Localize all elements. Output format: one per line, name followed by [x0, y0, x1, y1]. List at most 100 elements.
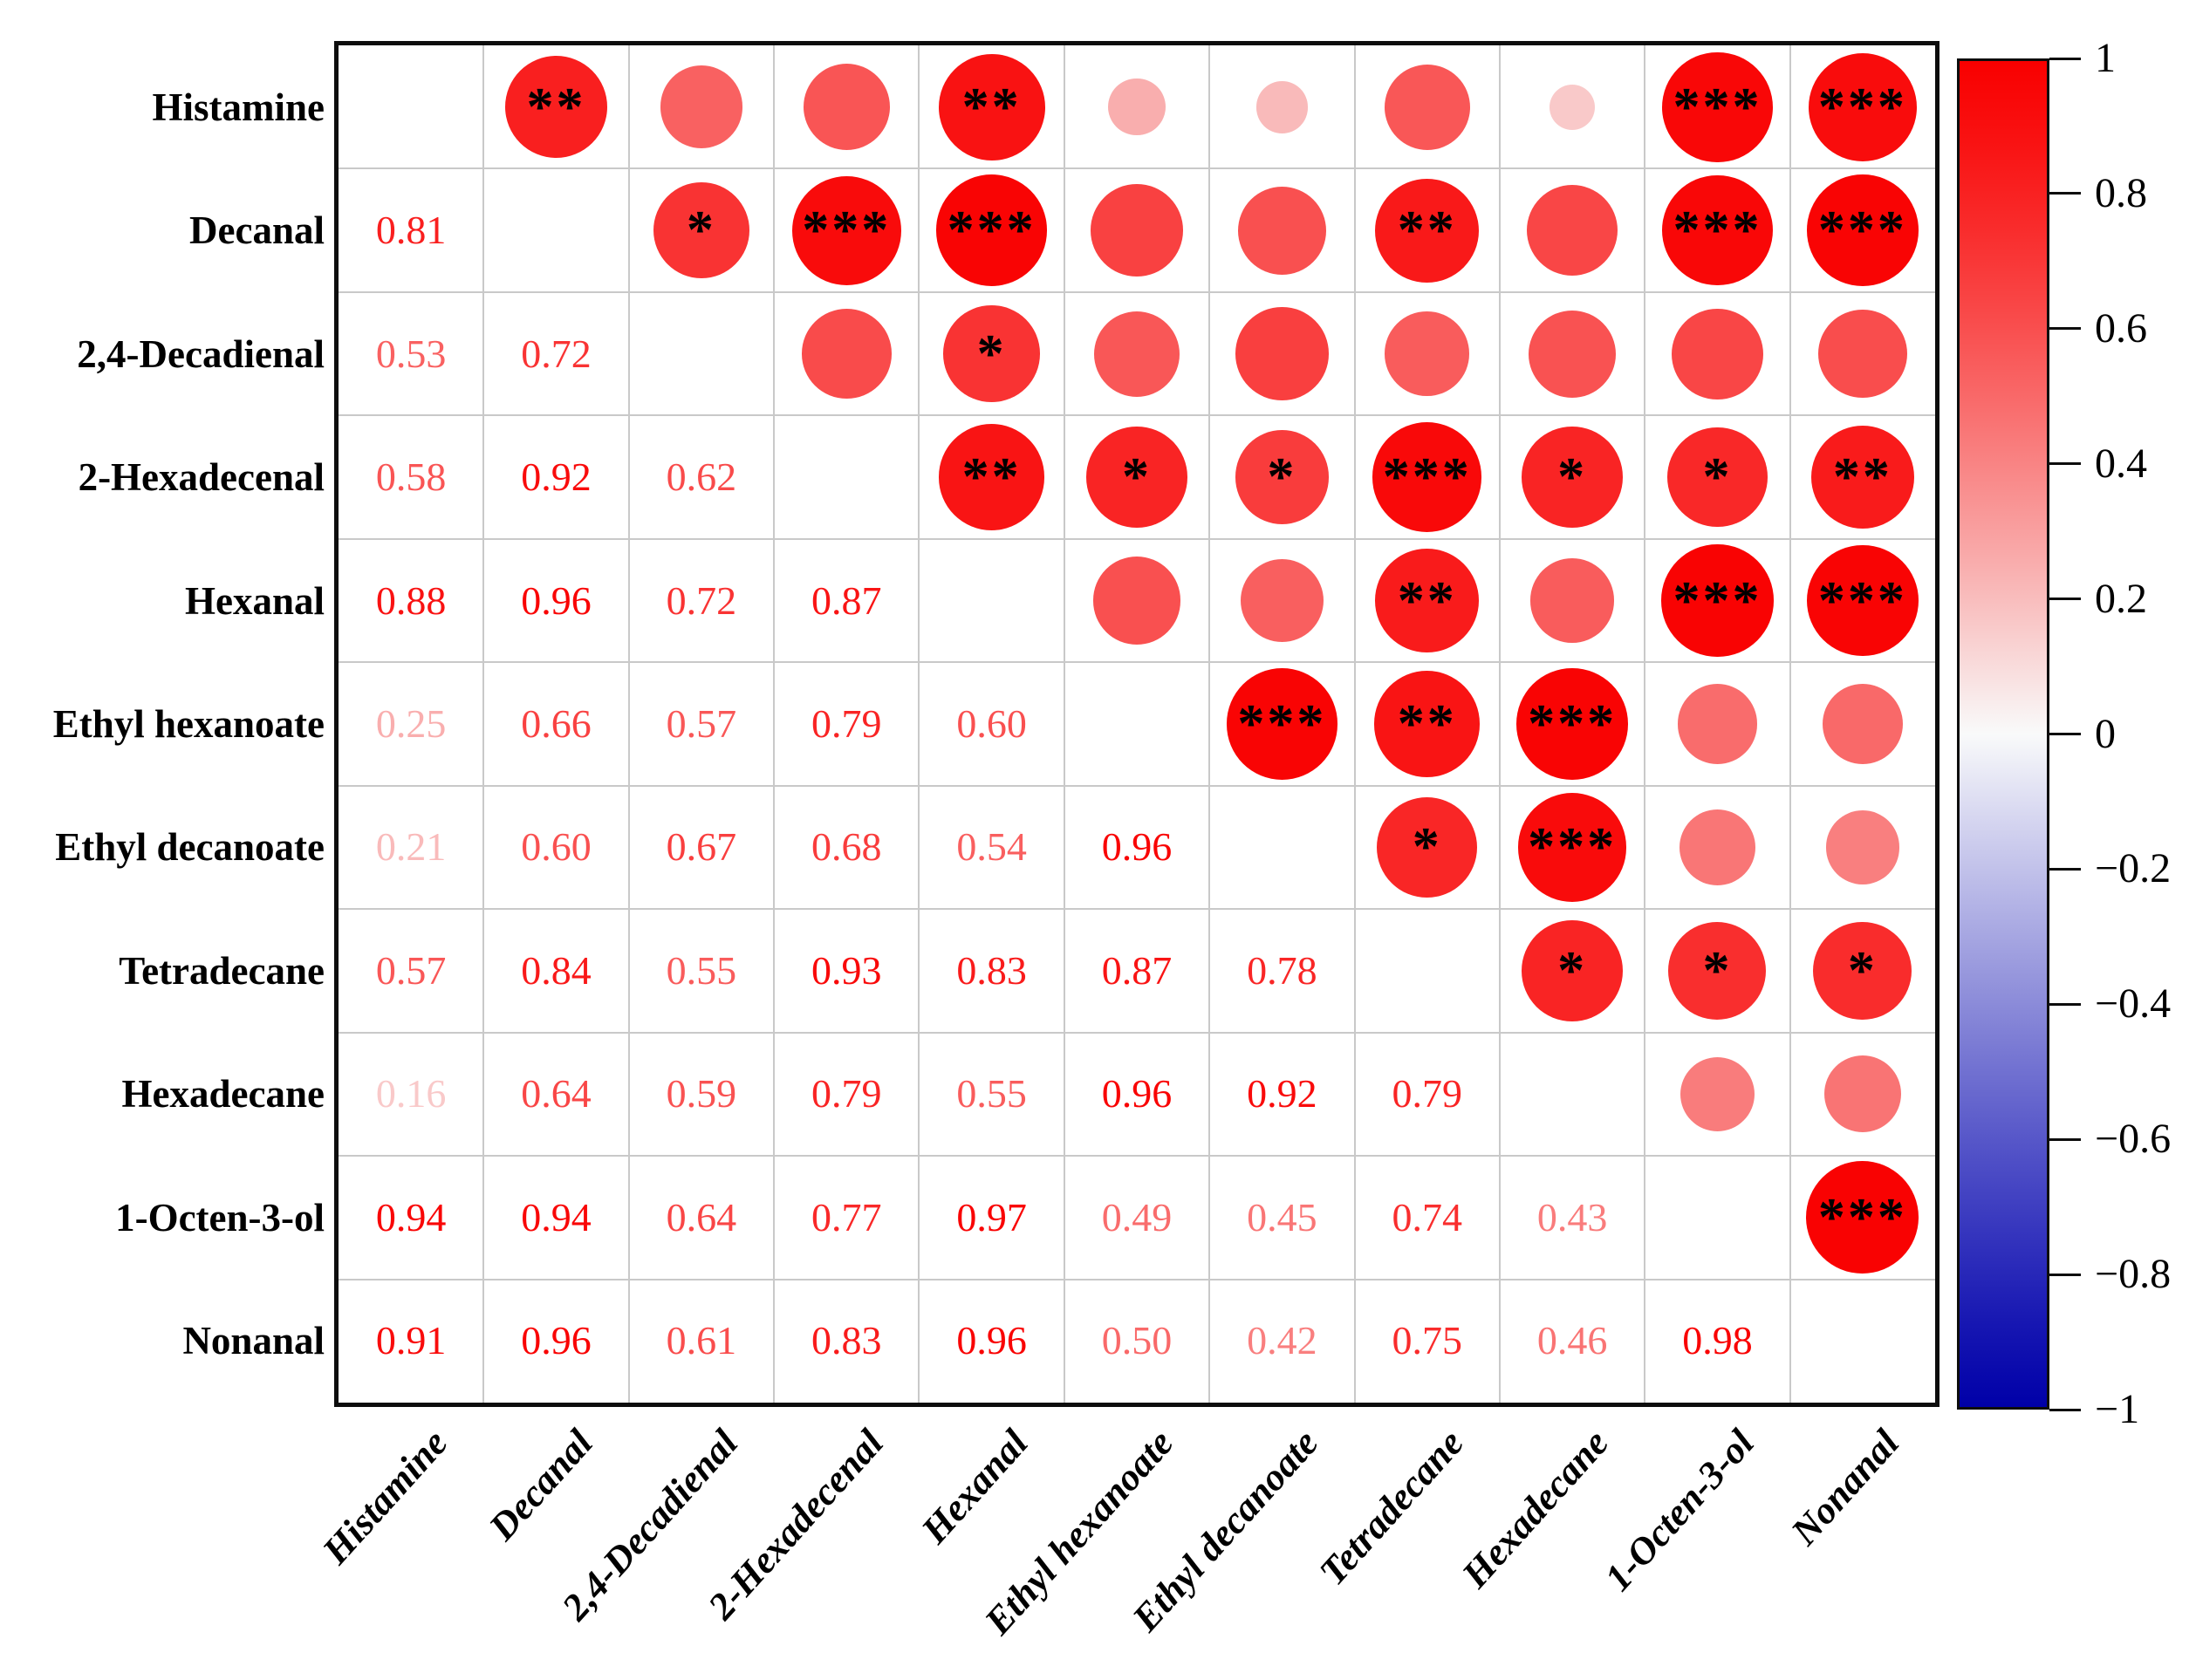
corr-circle — [1662, 51, 1773, 162]
col-label: Hexanal — [913, 1421, 1036, 1552]
corr-value: 0.94 — [375, 1194, 447, 1240]
corr-value: 0.45 — [1247, 1194, 1317, 1240]
corr-value: 0.87 — [811, 577, 882, 623]
corr-value: 0.81 — [375, 208, 447, 253]
corr-circle — [1806, 1161, 1919, 1274]
row-label: 2,4-Decadienal — [77, 331, 325, 376]
grid-line-horizontal — [339, 167, 1935, 170]
corr-circle — [1667, 427, 1768, 528]
corr-value: 0.59 — [666, 1071, 737, 1117]
colorbar-tick — [2049, 598, 2081, 601]
corr-circle — [1384, 64, 1470, 150]
corr-value: 0.94 — [521, 1194, 592, 1240]
corr-circle — [1226, 668, 1338, 780]
significance-stars: * — [1702, 447, 1733, 508]
corr-value: 0.42 — [1247, 1318, 1317, 1363]
corr-circle — [1235, 307, 1329, 400]
corr-circle — [1825, 810, 1899, 884]
corr-value: 0.83 — [811, 1318, 882, 1363]
corr-circle — [1374, 671, 1481, 777]
significance-stars: *** — [1673, 201, 1762, 261]
col-label: Histamine — [313, 1421, 456, 1573]
corr-value: 0.55 — [956, 1071, 1027, 1117]
significance-stars: *** — [1817, 77, 1907, 137]
corr-value: 0.79 — [811, 1071, 882, 1117]
corr-circle — [1086, 427, 1187, 528]
corr-circle — [938, 53, 1045, 160]
significance-stars: * — [1122, 447, 1152, 508]
corr-circle — [791, 175, 901, 285]
significance-stars: *** — [1673, 77, 1762, 137]
corr-value: 0.54 — [956, 824, 1027, 870]
corr-value: 0.88 — [375, 577, 447, 623]
corr-circle — [1522, 427, 1623, 528]
corr-circle — [1668, 921, 1767, 1020]
corr-circle — [504, 56, 608, 159]
corr-value: 0.91 — [375, 1318, 447, 1363]
corr-circle — [1108, 79, 1166, 136]
corr-value: 0.64 — [666, 1194, 737, 1240]
colorbar-gradient — [1957, 58, 2049, 1410]
corr-value: 0.96 — [956, 1318, 1027, 1363]
row-label: 1-Octen-3-ol — [115, 1195, 325, 1240]
grid-line-vertical — [1063, 45, 1065, 1403]
corr-value: 0.92 — [521, 454, 592, 500]
corr-circle — [1679, 809, 1756, 886]
row-label: Nonanal — [182, 1319, 325, 1363]
corr-circle — [1385, 311, 1469, 396]
corr-circle — [1661, 544, 1774, 657]
corr-value: 0.72 — [521, 331, 592, 376]
col-label: Nonanal — [1782, 1421, 1907, 1554]
colorbar-tick-label: −0.4 — [2095, 980, 2172, 1028]
corr-circle — [803, 64, 890, 151]
colorbar-tick — [2049, 1408, 2081, 1411]
grid-line-vertical — [1644, 45, 1646, 1403]
significance-stars: * — [1557, 447, 1588, 508]
grid-line-vertical — [482, 45, 485, 1403]
corr-value: 0.68 — [811, 824, 882, 870]
corr-value: 0.60 — [956, 701, 1027, 746]
colorbar-tick — [2049, 192, 2081, 195]
corr-value: 0.98 — [1682, 1318, 1753, 1363]
significance-stars: *** — [1237, 694, 1327, 754]
significance-stars: *** — [1817, 570, 1907, 631]
plot-area: ** ** *** *** 0.81 * *** *** ** *** *** 0.53 0.72 * 0.… — [334, 41, 1939, 1407]
colorbar-tick-label: 0.8 — [2095, 169, 2147, 216]
significance-stars: ** — [526, 77, 586, 137]
col-label: 1-Octen-3-ol — [1596, 1421, 1762, 1600]
corr-circle — [1817, 309, 1907, 399]
row-label: Tetradecane — [119, 948, 325, 993]
significance-stars: *** — [1673, 570, 1762, 631]
corr-circle — [935, 174, 1048, 286]
significance-stars: *** — [1528, 694, 1618, 754]
corr-circle — [1822, 683, 1903, 764]
corr-value: 0.21 — [375, 824, 447, 870]
corr-circle — [1372, 422, 1482, 532]
grid-line-vertical — [773, 45, 776, 1403]
corr-circle — [1377, 796, 1478, 898]
significance-stars: *** — [1817, 201, 1907, 261]
grid-line-horizontal — [339, 414, 1935, 417]
corr-value: 0.60 — [521, 824, 592, 870]
grid-line-horizontal — [339, 1278, 1935, 1280]
corr-circle — [653, 181, 750, 279]
row-label: 2-Hexadecenal — [78, 455, 325, 500]
corr-value: 0.97 — [956, 1194, 1027, 1240]
corr-circle — [1672, 308, 1763, 400]
corr-value: 0.96 — [521, 1318, 592, 1363]
corr-value: 0.58 — [375, 454, 447, 500]
corr-value: 0.74 — [1392, 1194, 1462, 1240]
colorbar-tick-label: 0.2 — [2095, 575, 2147, 622]
colorbar-tick — [2049, 1273, 2081, 1276]
significance-stars: ** — [1397, 570, 1457, 631]
corr-value: 0.96 — [1101, 824, 1173, 870]
corr-circle — [1662, 175, 1773, 286]
corr-circle — [1522, 920, 1623, 1021]
corr-value: 0.50 — [1101, 1318, 1173, 1363]
corr-value: 0.96 — [521, 577, 592, 623]
colorbar-tick-label: 1 — [2095, 35, 2116, 81]
corr-circle — [1375, 178, 1480, 283]
corr-value: 0.62 — [666, 454, 737, 500]
col-label: Hexadecane — [1454, 1421, 1618, 1596]
